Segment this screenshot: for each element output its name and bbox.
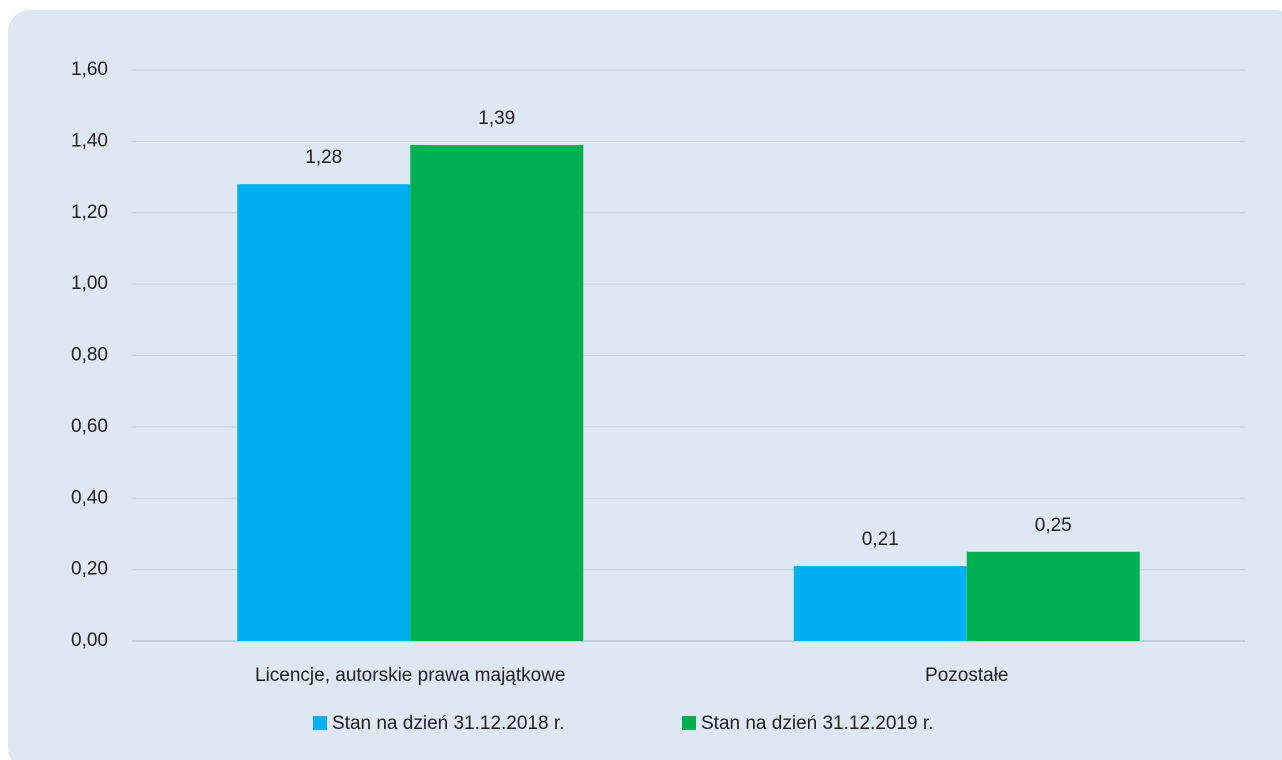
- bar: [410, 144, 584, 641]
- panel: [8, 10, 1282, 760]
- y-tick-label: 0,20: [71, 559, 108, 580]
- bar: [237, 184, 411, 641]
- bar: [966, 551, 1140, 641]
- value-label: 1,39: [478, 108, 515, 129]
- y-tick-label: 0,80: [71, 345, 108, 366]
- y-tick-label: 0,00: [71, 630, 108, 651]
- y-tick-label: 1,20: [71, 202, 108, 223]
- bar: [793, 566, 967, 641]
- value-label: 0,21: [862, 529, 899, 550]
- x-tick-label: Licencje, autorskie prawa majątkowe: [255, 665, 566, 686]
- legend-label: Stan na dzień 31.12.2018 r.: [332, 713, 564, 734]
- y-tick-label: 1,00: [71, 273, 108, 294]
- y-tick-label: 0,60: [71, 416, 108, 437]
- x-tick-label: Pozostałe: [925, 665, 1008, 686]
- legend-swatch: [682, 716, 696, 730]
- legend-label: Stan na dzień 31.12.2019 r.: [701, 713, 933, 734]
- y-tick-label: 1,40: [71, 130, 108, 151]
- legend-swatch: [313, 716, 327, 730]
- value-label: 1,28: [305, 147, 342, 168]
- y-tick-label: 0,40: [71, 487, 108, 508]
- y-tick-label: 1,60: [71, 59, 108, 80]
- value-label: 0,25: [1035, 515, 1072, 536]
